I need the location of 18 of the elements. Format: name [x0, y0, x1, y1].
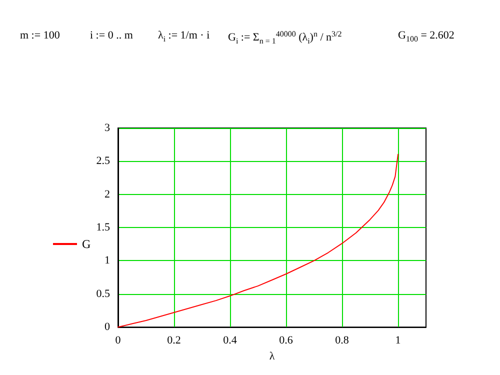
y-tick-label: 1.5	[96, 222, 110, 234]
x-tick-label: 0.6	[279, 334, 294, 347]
y-tick-label: 0.5	[96, 288, 110, 300]
x-tick-label: 1	[395, 334, 401, 347]
y-tick-label: 2	[104, 188, 110, 200]
x-tick-label: 0.2	[167, 334, 181, 347]
y-tick-label: 3	[104, 122, 110, 134]
text: i := 0 .. m	[90, 30, 134, 42]
y-tick-label: 0	[104, 321, 110, 334]
line-series	[118, 154, 398, 328]
y-tick-label: 2.5	[96, 155, 110, 168]
legend-label: G	[82, 237, 91, 251]
x-tick-label: 0.8	[335, 334, 350, 347]
x-tick-label: 0.4	[223, 334, 238, 347]
text: m := 100	[20, 30, 60, 42]
x-tick-label: 0	[115, 334, 122, 347]
y-tick-label: 1	[104, 254, 110, 267]
x-axis-title: λ	[269, 350, 276, 362]
